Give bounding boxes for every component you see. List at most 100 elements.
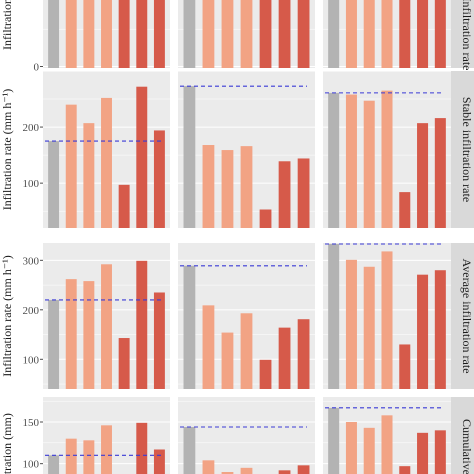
bar [101,264,112,389]
bar [221,150,234,228]
y-tick-label: 150 [23,417,40,429]
panel-r3-c2 [178,243,315,389]
panel-r2-c2 [178,71,315,228]
bar [345,94,357,228]
bar [345,259,357,389]
bar [48,0,60,68]
bar [65,438,77,474]
panel-r1-c2 [178,0,315,68]
bar [434,0,446,68]
bar [83,123,95,228]
bar [240,0,253,68]
bar [153,130,165,228]
bar [278,161,291,228]
bar [434,270,446,389]
bar [183,265,196,389]
bar [434,430,446,474]
bar [136,422,148,474]
bar [417,123,429,228]
bar [136,0,148,68]
bar [136,86,148,228]
panel-r2-c3 [323,71,451,228]
y-axis-title: iltration (mm) [0,413,14,474]
bar [118,184,130,228]
y-axis-title: Infiltration rate (mm h⁻¹) [0,89,14,211]
y-tick-label: 100 [23,178,40,190]
bar [221,472,234,474]
bar [434,118,446,228]
bar [399,344,411,389]
bar [136,260,148,389]
bar [83,0,95,68]
panel-r3-c1 [43,243,170,389]
bar [417,0,429,68]
panel-background [178,397,315,474]
bar [297,158,310,228]
bar [381,251,393,389]
bar [101,0,112,68]
y-tick-label: 300 [23,255,40,267]
bar [202,0,215,68]
bar [399,466,411,474]
y-tick-label: 200 [23,122,40,134]
panel-r4-c1 [43,397,170,474]
y-tick-label: 100 [23,354,40,366]
bar [363,266,375,389]
bar [183,427,196,474]
y-tick-label: 0 [34,62,40,74]
bar [259,209,272,228]
facet-strip-label: Stable infiltration rate [460,97,474,202]
panel-r4-c3 [323,397,451,474]
facet-strip [451,0,474,68]
bar [221,332,234,389]
facet-strip [451,243,474,389]
bar [153,0,165,68]
bar [297,319,310,389]
bar [363,100,375,228]
y-axis-title: Infiltration [0,0,14,50]
bar [221,0,234,68]
bar [48,455,60,474]
bar [297,465,310,474]
bar [363,427,375,474]
bar [328,243,340,389]
bar [363,0,375,68]
facet-strip-label: Infiltration rate [460,0,474,70]
bar [83,281,95,389]
bar [101,97,112,228]
bar [417,274,429,389]
bar [278,470,291,474]
bar [183,86,196,228]
panel-r1-c3 [323,0,451,68]
y-tick-label: 200 [23,305,40,317]
bar [202,305,215,389]
panel-r4-c2 [178,397,315,474]
bar [65,279,77,389]
bar [399,192,411,228]
panel-r3-c3 [323,243,451,389]
bar [417,432,429,474]
bar [183,0,196,68]
bar [240,313,253,389]
bar [83,440,95,474]
bar [328,407,340,474]
y-tick-label: 100 [23,459,40,471]
bar [65,104,77,228]
bar [278,0,291,68]
bar [259,359,272,389]
bar [278,327,291,389]
panel-r2-c1 [43,71,170,228]
facet-strip [451,71,474,228]
panel-r1-c1 [43,0,170,68]
bar [118,338,130,389]
bar [48,141,60,228]
bar [153,449,165,474]
bar [381,0,393,68]
bar [202,460,215,474]
bar [153,292,165,389]
bar [259,0,272,68]
bar [345,0,357,68]
bar [328,0,340,68]
bar [399,0,411,68]
